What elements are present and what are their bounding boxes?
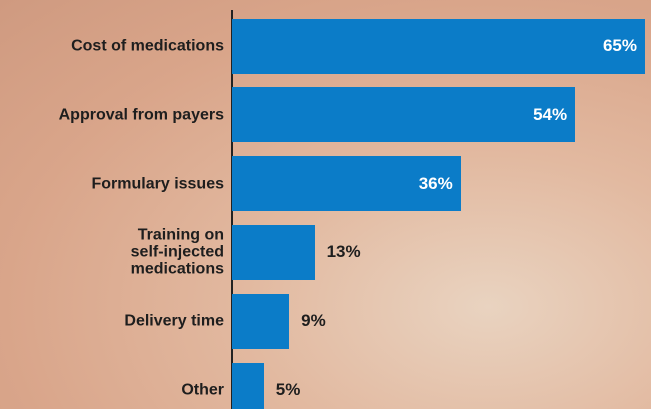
value-label: 65%	[603, 36, 637, 56]
category-label: Cost of medications	[0, 38, 224, 55]
bar	[232, 363, 264, 409]
value-label: 13%	[327, 242, 361, 262]
category-label: Other	[0, 382, 224, 399]
category-label: Delivery time	[0, 313, 224, 330]
bar	[232, 19, 645, 74]
category-label: Training on self-injected medications	[0, 227, 224, 278]
chart: Cost of medications 65% Approval from paye…	[0, 0, 651, 409]
category-label: Approval from payers	[0, 106, 224, 123]
value-label: 5%	[276, 380, 301, 400]
value-label: 36%	[419, 174, 453, 194]
bar	[232, 225, 315, 280]
category-label: Formulary issues	[0, 175, 224, 192]
bar	[232, 87, 575, 142]
value-label: 9%	[301, 311, 326, 331]
value-label: 54%	[533, 105, 567, 125]
bar	[232, 294, 289, 349]
